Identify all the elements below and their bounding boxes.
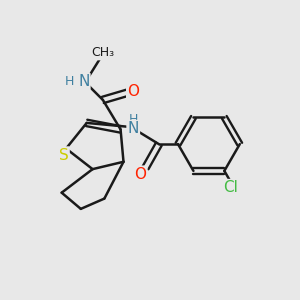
Text: Cl: Cl xyxy=(224,180,238,195)
Text: H: H xyxy=(128,113,138,126)
Text: H: H xyxy=(64,75,74,88)
Text: N: N xyxy=(128,121,139,136)
Text: O: O xyxy=(127,84,139,99)
Text: N: N xyxy=(78,74,89,89)
Text: O: O xyxy=(134,167,146,182)
Text: CH₃: CH₃ xyxy=(91,46,115,59)
Text: S: S xyxy=(59,148,69,163)
